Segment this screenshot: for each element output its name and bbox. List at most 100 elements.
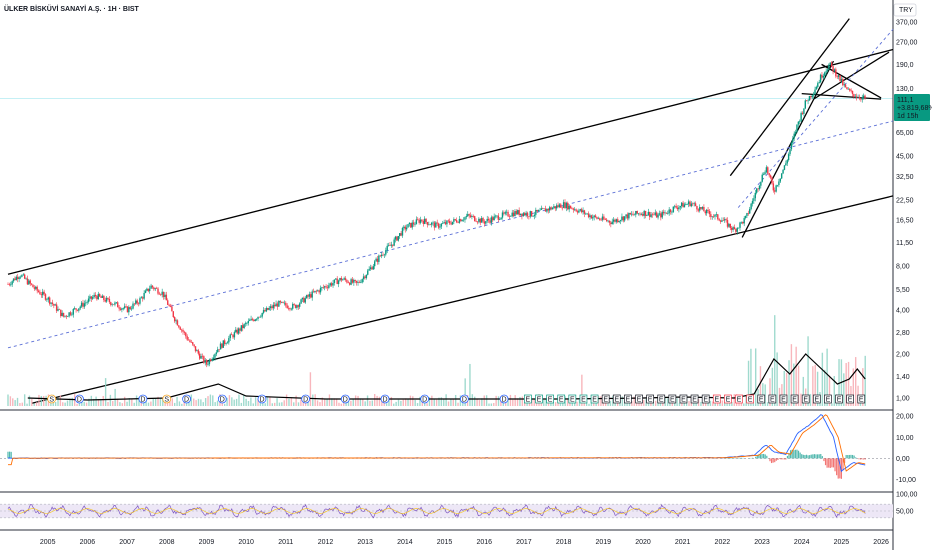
macd-histogram-bar: [845, 454, 847, 459]
volume-bar: [443, 399, 445, 406]
macd-histogram-bar: [742, 457, 744, 459]
candle-body: [669, 209, 672, 213]
candle-body: [624, 216, 626, 221]
candle-body: [282, 301, 284, 303]
candle-body: [61, 312, 63, 317]
candle-body: [323, 286, 326, 288]
earnings-marker-icon: [668, 394, 677, 404]
macd-y-tick-label: 20,00: [896, 414, 914, 421]
x-tick-label: 2025: [834, 539, 850, 546]
candle-body: [390, 244, 393, 246]
candle-body: [389, 245, 391, 246]
volume-bar: [588, 403, 590, 406]
candle-body: [318, 290, 320, 293]
volume-bar: [7, 394, 9, 406]
x-tick-label: 2022: [715, 539, 731, 546]
candle-body: [726, 220, 729, 227]
volume-bar: [733, 394, 735, 406]
volume-bar: [83, 401, 85, 406]
candle-body: [853, 93, 855, 97]
candle-body: [342, 279, 344, 281]
candle-body: [662, 211, 665, 214]
candle-body: [754, 192, 756, 199]
candle-body: [621, 216, 623, 221]
candle-body: [255, 318, 258, 320]
event-marker-label: D: [422, 397, 427, 404]
trend-line: [821, 63, 882, 99]
volume-bar: [202, 402, 204, 406]
volume-bar: [133, 402, 135, 406]
candle-body: [522, 213, 525, 217]
volume-bar: [90, 395, 93, 406]
event-marker-label: E: [703, 397, 708, 404]
candle-body: [787, 154, 790, 161]
candle-body: [154, 288, 156, 290]
candle-body: [821, 74, 823, 78]
candle-body: [440, 223, 443, 227]
candle-body: [551, 207, 554, 210]
trend-line: [7, 48, 894, 275]
candle-body: [269, 306, 272, 309]
event-marker-label: E: [826, 397, 831, 404]
volume-bar: [800, 393, 802, 406]
volume-bar: [390, 396, 393, 406]
candle-body: [26, 278, 29, 285]
volume-bar: [814, 364, 816, 406]
macd-histogram-bar: [739, 457, 741, 459]
volume-bar: [816, 371, 819, 406]
event-marker-label: E: [803, 397, 808, 404]
volume-bar: [107, 402, 109, 406]
x-tick-label: 2014: [397, 539, 413, 546]
candle-body: [362, 276, 365, 280]
candle-body: [112, 304, 115, 306]
candle-body: [358, 281, 361, 283]
volume-bar: [252, 403, 254, 406]
candle-body: [660, 213, 662, 218]
volume-bar: [759, 366, 762, 406]
earnings-marker-icon: [601, 394, 610, 404]
x-tick-label: 2013: [357, 539, 373, 546]
volume-bar: [195, 400, 197, 406]
volume-bar: [445, 394, 447, 406]
x-tick-label: 2008: [159, 539, 175, 546]
event-marker-label: D: [77, 397, 82, 404]
candle-body: [708, 210, 711, 215]
macd-histogram-bar: [858, 458, 860, 460]
volume-bar: [609, 400, 612, 406]
candle-body: [146, 288, 148, 291]
volume-bar: [807, 336, 809, 406]
candle-body: [592, 217, 594, 219]
event-marker-label: E: [659, 397, 664, 404]
volume-bar: [154, 398, 157, 406]
candle-body: [254, 319, 256, 321]
candle-body: [676, 207, 679, 210]
earnings-marker-icon: [690, 394, 699, 404]
candle-body: [23, 274, 26, 279]
volume-bar: [612, 395, 614, 406]
x-tick-label: 2015: [437, 539, 453, 546]
candle-body: [569, 205, 572, 209]
volume-bar: [76, 403, 78, 406]
candle-body: [308, 294, 311, 297]
candle-body: [860, 98, 862, 100]
volume-bar: [843, 373, 845, 406]
volume-bar: [281, 402, 283, 406]
candle-body: [214, 354, 216, 358]
candle-body: [140, 297, 143, 299]
candle-body: [182, 329, 184, 332]
volume-bar: [440, 397, 443, 406]
volume-bar: [726, 402, 728, 406]
candle-body: [593, 215, 595, 218]
volume-bar: [821, 352, 824, 406]
y-tick-label: 270,00: [896, 40, 918, 47]
volume-bar: [645, 399, 647, 406]
candle-body: [357, 281, 359, 283]
candle-body: [360, 282, 362, 284]
candle-body: [567, 202, 569, 210]
candle-body: [35, 286, 37, 289]
candle-body: [851, 90, 854, 94]
candle-body: [305, 295, 308, 299]
macd-histogram-bar: [836, 458, 838, 476]
y-tick-label: 11,50: [896, 240, 913, 247]
